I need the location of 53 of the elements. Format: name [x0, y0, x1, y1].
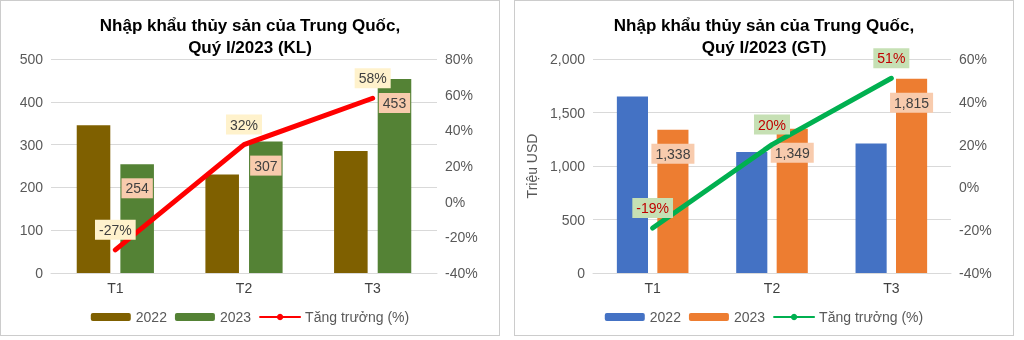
y2-tick-label: -40% [445, 265, 478, 281]
legend-label: 2022 [135, 309, 168, 325]
y2-tick-label: 20% [959, 136, 988, 153]
y-tick-label: 2,000 [549, 51, 586, 67]
data-label: -19% [636, 200, 670, 217]
x-tick-label: T3 [364, 280, 382, 296]
x-tick-label: T2 [763, 280, 781, 296]
data-label: 58% [358, 70, 387, 87]
y-axis-title: Triệu USD [524, 133, 541, 199]
y2-tick-label: 60% [959, 51, 988, 67]
y2-tick-label: -20% [959, 222, 992, 239]
y-tick-label: 500 [19, 51, 44, 67]
y-tick-label: 400 [19, 93, 44, 110]
x-tick-label: T1 [644, 280, 662, 296]
y2-tick-label: 40% [445, 122, 474, 139]
data-label: 1,338 [655, 145, 691, 162]
y-tick-label: 200 [19, 179, 44, 196]
bar [855, 143, 887, 273]
y-tick-label: 500 [561, 211, 586, 228]
data-label: 1,349 [774, 144, 810, 161]
bar [334, 151, 368, 273]
y2-tick-label: 0% [959, 179, 980, 196]
legend-label: 2023 [733, 309, 766, 325]
bar [736, 152, 768, 273]
y-tick-label: 1,000 [549, 158, 586, 174]
bar [205, 174, 239, 273]
x-tick-label: T1 [107, 280, 124, 296]
data-label: 20% [757, 116, 787, 133]
chart-title: Nhập khẩu thủy sản của Trung Quốc, Quý I/2023 (KL) [99, 15, 401, 57]
y2-tick-label: 40% [959, 93, 988, 110]
y-tick-label: 100 [19, 222, 44, 239]
data-label: 254 [125, 180, 150, 197]
y-tick-label: 0 [577, 265, 586, 281]
legend-label: Tăng trưởng (%) [819, 309, 924, 325]
legend-label: 2022 [649, 309, 682, 325]
y2-tick-label: 80% [445, 51, 474, 67]
y-tick-label: 300 [19, 136, 44, 153]
x-tick-label: T2 [235, 280, 253, 296]
y-tick-label: 1,500 [549, 104, 586, 121]
data-label: 307 [254, 157, 278, 174]
x-tick-label: T3 [883, 280, 900, 296]
y2-tick-label: 20% [445, 158, 474, 174]
y2-tick-label: -40% [959, 265, 992, 281]
data-label: -27% [98, 221, 132, 238]
y2-tick-label: 60% [445, 86, 474, 103]
y2-tick-label: -20% [445, 229, 478, 246]
y-tick-label: 0 [35, 265, 44, 281]
data-label: 32% [229, 116, 259, 133]
legend-label: 2023 [219, 309, 252, 325]
data-label: 453 [382, 95, 407, 112]
y2-tick-label: 0% [445, 193, 466, 210]
legend-label: Tăng trưởng (%) [305, 309, 410, 325]
data-label: 1,815 [894, 94, 930, 111]
